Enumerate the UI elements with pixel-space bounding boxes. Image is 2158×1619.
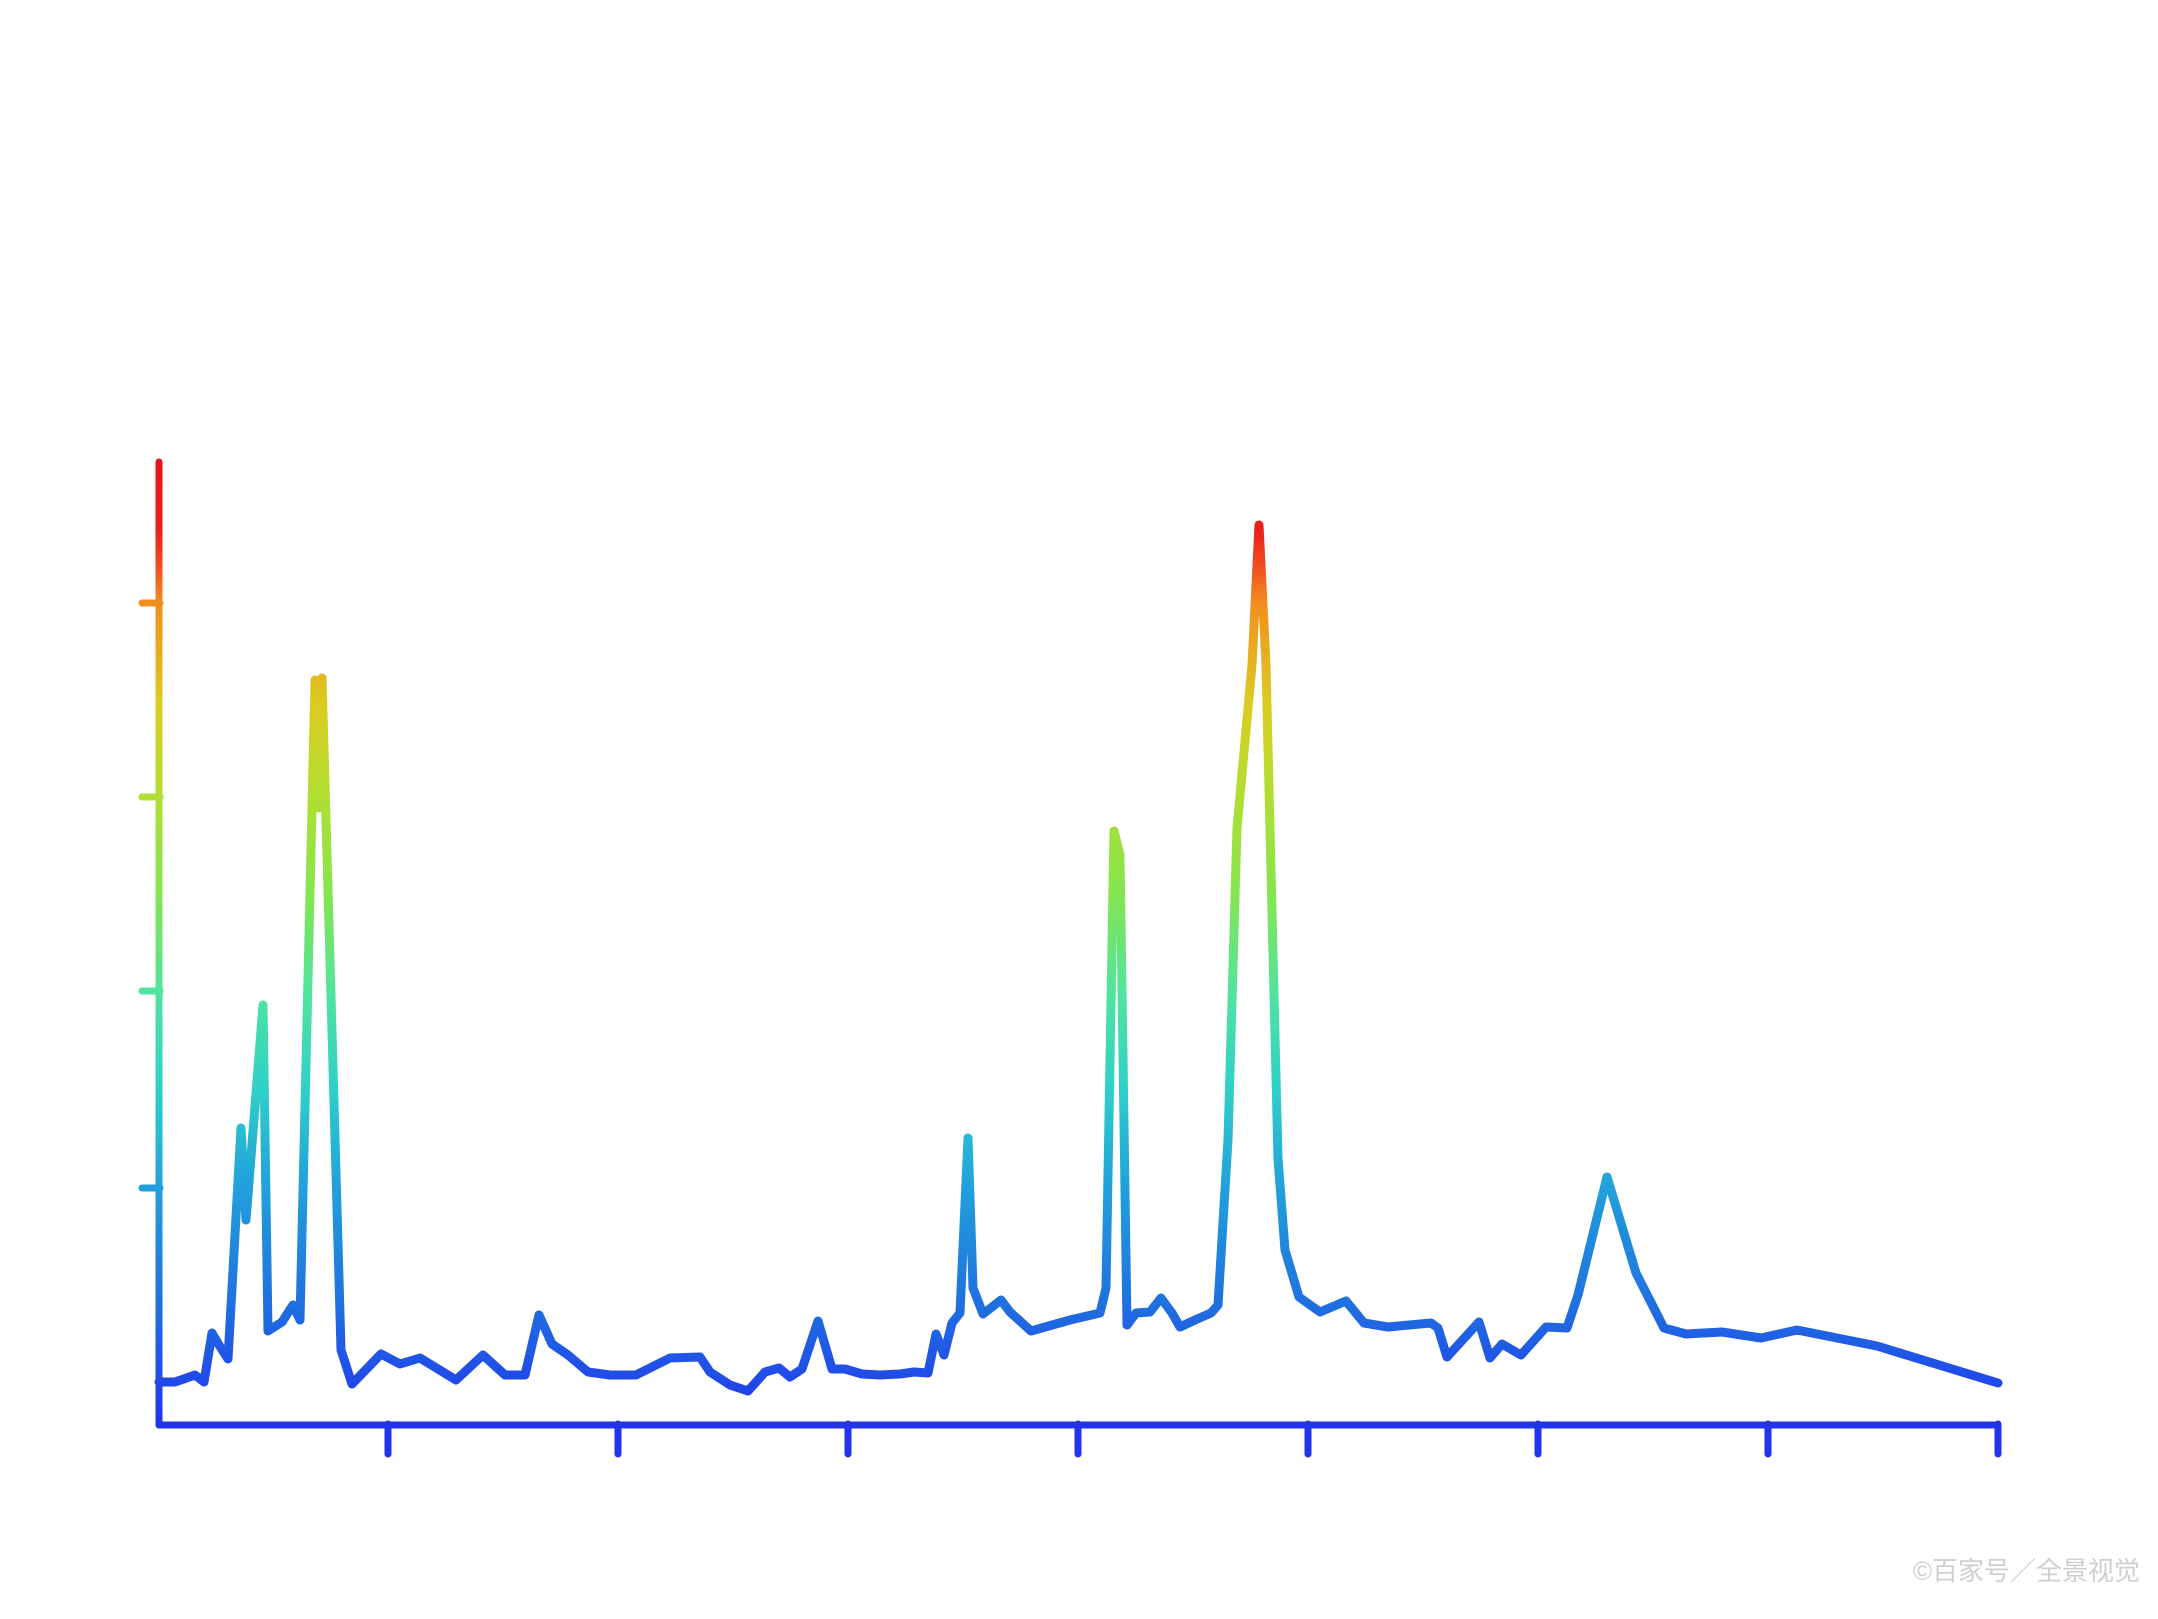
svg-text:©百家号／全景视觉: ©百家号／全景视觉 (1913, 1556, 2140, 1586)
